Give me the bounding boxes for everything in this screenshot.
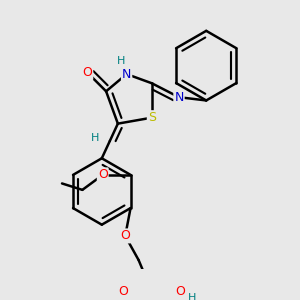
Text: O: O: [120, 230, 130, 242]
Text: O: O: [82, 66, 92, 79]
Text: O: O: [98, 168, 108, 182]
Text: H: H: [91, 133, 99, 143]
Text: H: H: [117, 56, 125, 66]
Text: N: N: [174, 91, 184, 104]
Text: S: S: [148, 111, 156, 124]
Text: H: H: [188, 292, 196, 300]
Text: O: O: [175, 285, 185, 298]
Text: O: O: [119, 285, 128, 298]
Text: N: N: [122, 68, 131, 81]
